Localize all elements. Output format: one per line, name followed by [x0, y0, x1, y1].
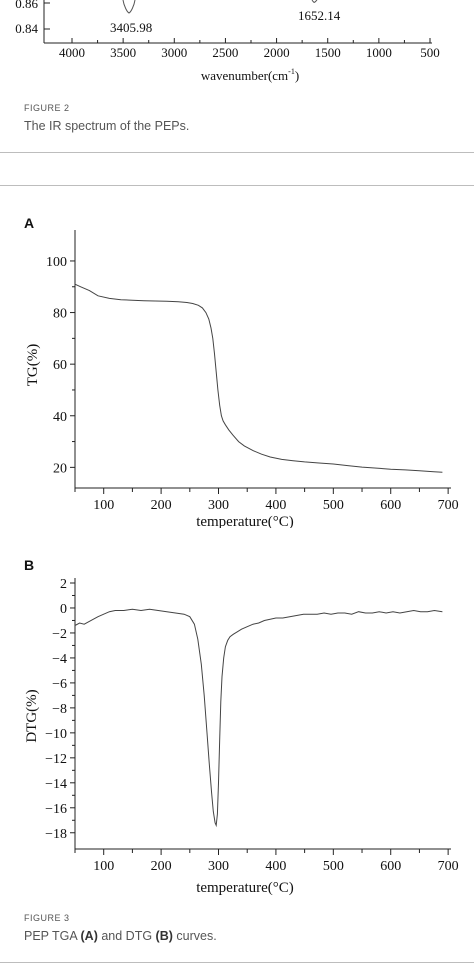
caption-part: curves.	[172, 929, 217, 943]
ir-spectrum-line-3405	[122, 0, 136, 14]
ir-xtick-label: 4000	[59, 45, 85, 60]
tga-xtick-label: 600	[380, 498, 401, 513]
tga-ytick-label: 100	[46, 255, 67, 270]
tga-y-axis-label: TG(%)	[25, 344, 41, 386]
caption-part: and DTG	[97, 929, 156, 943]
divider	[0, 962, 474, 963]
divider	[0, 152, 474, 153]
tga-x-axis-label: temperature(°C)	[196, 514, 294, 528]
dtg-ytick-label: −6	[52, 677, 67, 692]
ir-xtick-label: 500	[420, 45, 440, 60]
dtg-ytick-label: −8	[52, 702, 67, 717]
tga-xtick-label: 100	[93, 498, 114, 513]
tga-series-line	[74, 283, 443, 473]
dtg-ytick-label: −12	[45, 752, 67, 767]
dtg-ytick-label: −14	[45, 777, 67, 792]
ir-xtick-label: 2500	[212, 45, 238, 60]
tga-ytick-label: 40	[53, 410, 67, 425]
ir-xtick-label: 3000	[161, 45, 187, 60]
dtg-xtick-label: 300	[208, 859, 229, 874]
dtg-ytick-label: −2	[52, 627, 67, 642]
ir-xtick-label: 3500	[110, 45, 136, 60]
divider	[0, 185, 474, 186]
figure2-caption: The IR spectrum of the PEPs.	[24, 119, 190, 133]
ir-ytick-label: 0.86	[15, 0, 38, 11]
ir-xtick-label: 2000	[264, 45, 290, 60]
ir-ytick-label: 0.84	[15, 21, 38, 36]
dtg-y-axis-label: DTG(%)	[24, 689, 40, 742]
panel-label-b: B	[24, 557, 34, 573]
dtg-xtick-label: 500	[323, 859, 344, 874]
ir-xtick-label: 1000	[366, 45, 392, 60]
tga-xtick-label: 300	[208, 498, 229, 513]
caption-part: (B)	[155, 929, 173, 943]
tga-ytick-label: 80	[53, 307, 67, 322]
tga-xtick-label: 400	[265, 498, 286, 513]
dtg-ytick-label: −10	[45, 727, 67, 742]
dtg-xtick-label: 400	[265, 859, 286, 874]
dtg-x-axis-label: temperature(°C)	[196, 880, 294, 896]
tga-ytick-label: 20	[53, 461, 67, 476]
dtg-series-line	[74, 608, 443, 828]
figure3-caption: PEP TGA (A) and DTG (B) curves.	[24, 929, 217, 943]
dtg-ytick-label: 2	[60, 577, 67, 592]
dtg-xtick-label: 600	[380, 859, 401, 874]
dtg-xtick-label: 700	[438, 859, 459, 874]
tga-xtick-label: 700	[438, 498, 459, 513]
ir-spectrum-line-1652	[311, 0, 318, 3]
ir-annotation-3405: 3405.98	[110, 20, 152, 35]
figure2-label: FIGURE 2	[24, 103, 70, 113]
dtg-ytick-label: −4	[52, 652, 67, 667]
caption-part: (A)	[80, 929, 98, 943]
panel-label-a: A	[24, 215, 34, 231]
dtg-ytick-label: −16	[45, 802, 67, 817]
dtg-xtick-label: 100	[93, 859, 114, 874]
ir-annotation-1652: 1652.14	[298, 8, 341, 23]
tga-xtick-label: 500	[323, 498, 344, 513]
ir-xtick-label: 1500	[315, 45, 341, 60]
tga-xtick-label: 200	[151, 498, 172, 513]
dtg-ytick-label: −18	[45, 827, 67, 842]
figure3-label: FIGURE 3	[24, 913, 70, 923]
caption-part: PEP TGA	[24, 929, 81, 943]
ir-x-axis-label: wavenumber(cm-1)	[201, 67, 299, 83]
dtg-chart: B DTG(%) temperature(°C) 2 0 −2 −4 −6 −8 −10 −1…	[24, 557, 459, 896]
dtg-xtick-label: 200	[151, 859, 172, 874]
dtg-ytick-label: 0	[60, 602, 67, 617]
tga-chart: A TG(%) temperature(°C) 20 40 60 80 100 100 20…	[24, 215, 459, 528]
ir-spectrum-chart: 0.86 0.84 4000 3500 3000 2500 2000 1500 1000 50…	[15, 0, 440, 83]
tga-ytick-label: 60	[53, 358, 67, 373]
